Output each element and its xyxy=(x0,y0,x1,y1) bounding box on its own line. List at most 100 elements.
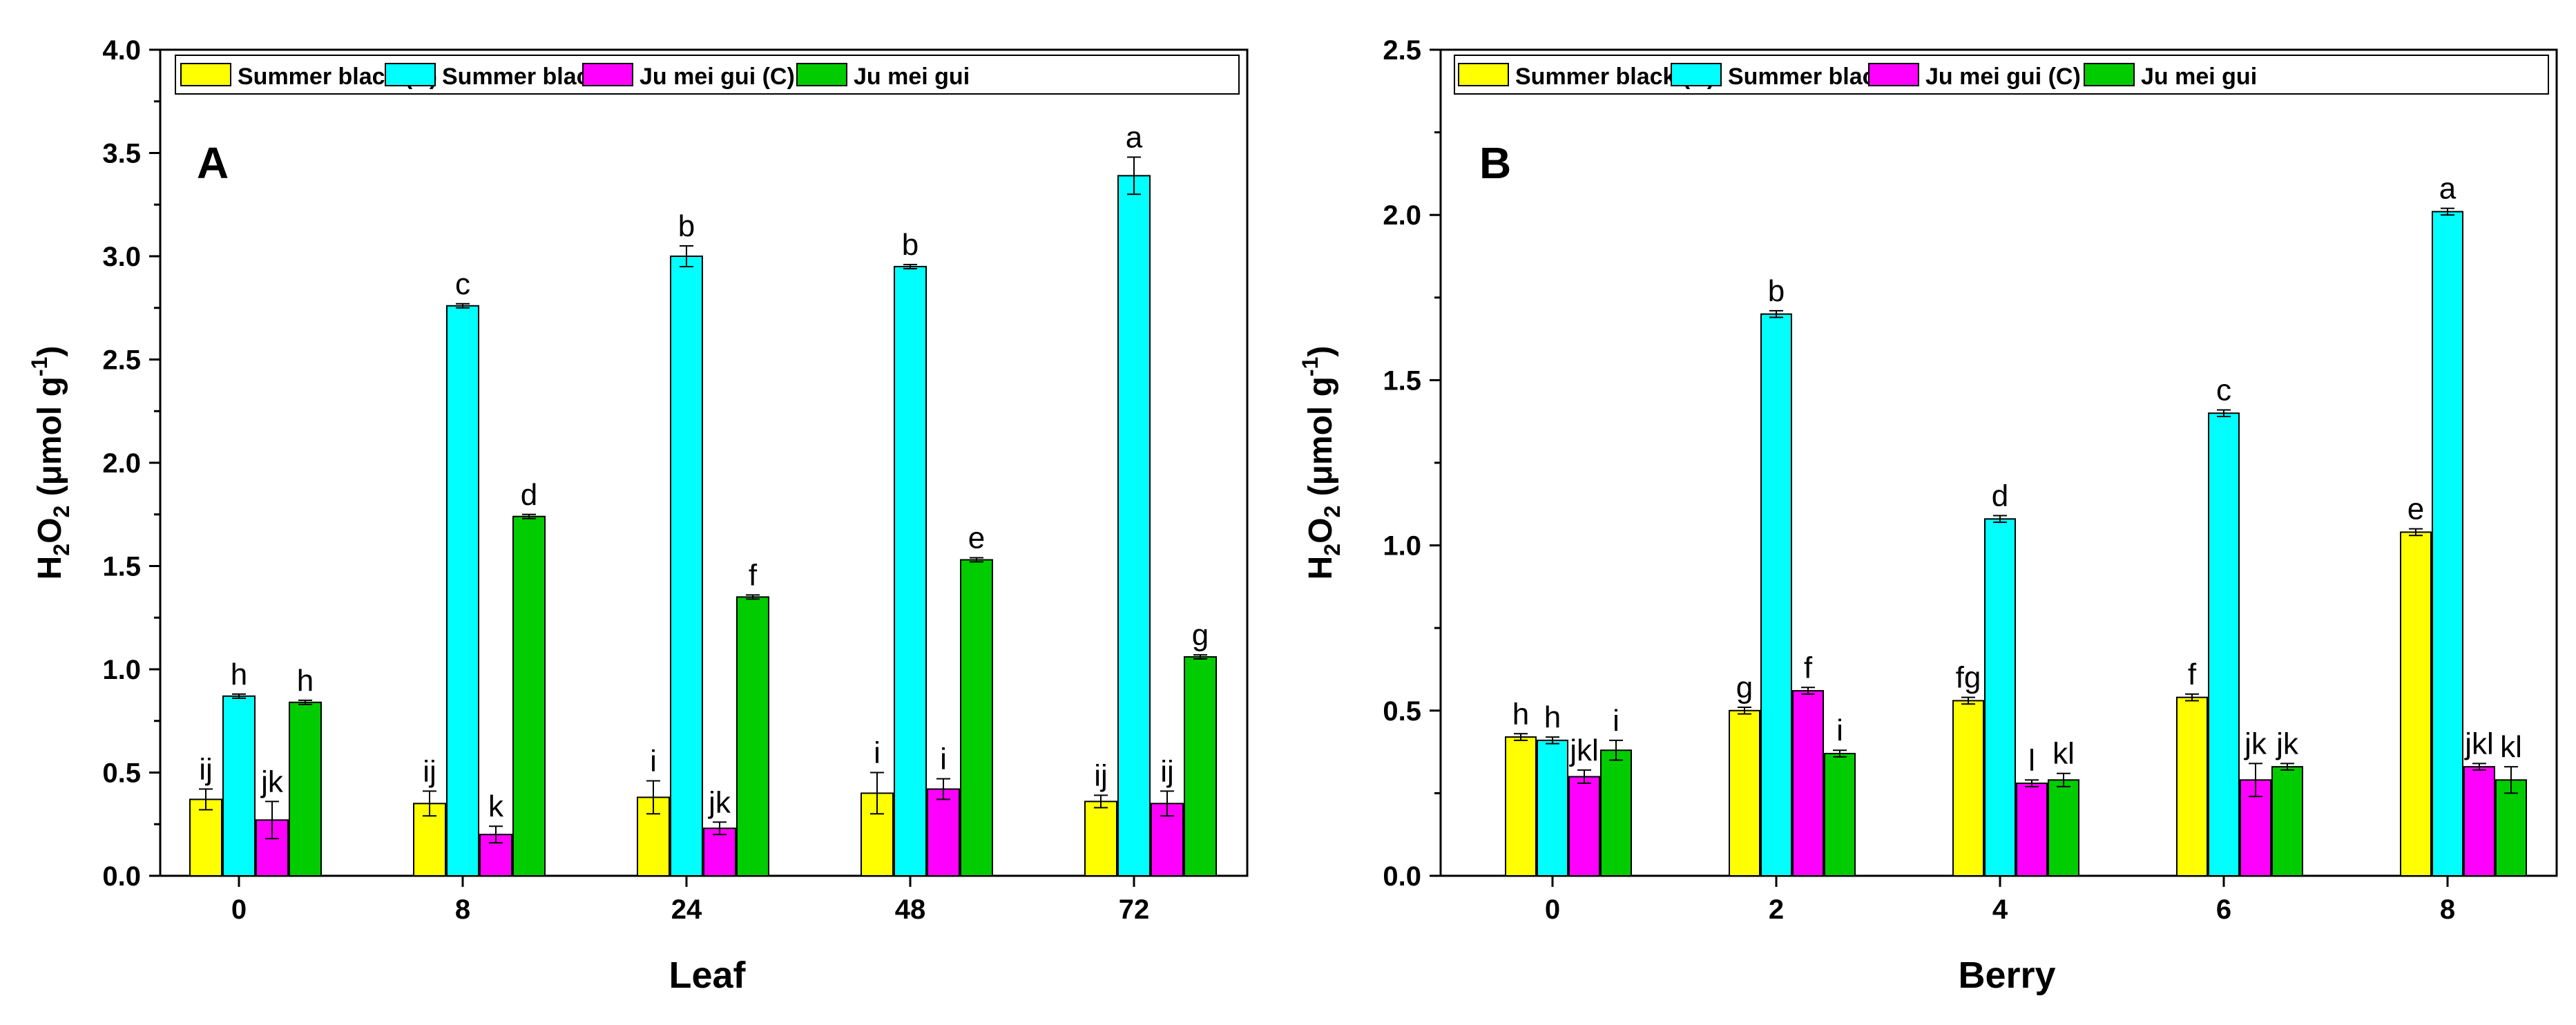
bar xyxy=(2400,531,2432,876)
bar xyxy=(736,596,769,876)
significance-letter: e xyxy=(2407,492,2424,526)
y-tick-label: 0.0 xyxy=(1383,861,1421,892)
bar xyxy=(2495,779,2527,877)
y-tick-label: 2.5 xyxy=(1383,35,1421,66)
significance-letter: c xyxy=(2216,373,2231,407)
x-tick-label: 0 xyxy=(231,894,247,925)
bar xyxy=(1084,801,1117,876)
legend-label: Summer black xyxy=(442,64,603,90)
significance-letter: jk xyxy=(707,785,731,819)
significance-letter: a xyxy=(2439,172,2457,206)
y-axis-label-part: O xyxy=(32,518,68,544)
legend-label: Ju mei gui xyxy=(2141,64,2257,90)
significance-letter: f xyxy=(1804,651,1813,684)
bar xyxy=(1117,175,1151,876)
significance-letter: ij xyxy=(1094,758,1108,792)
bar xyxy=(1505,736,1537,877)
y-tick-label: 1.5 xyxy=(1383,365,1421,396)
y-tick-label: 0.5 xyxy=(1383,696,1421,727)
x-tick-label: 0 xyxy=(1545,894,1560,925)
significance-letter: i xyxy=(874,736,881,770)
x-tick-label: 6 xyxy=(2216,894,2231,925)
legend-swatch xyxy=(1868,63,1919,86)
y-axis-label-part: ) xyxy=(1303,346,1339,357)
bar xyxy=(446,305,479,876)
significance-letter: d xyxy=(1992,479,2008,513)
x-axis: 0 8 24 48 72 xyxy=(231,876,1149,925)
plot-frame xyxy=(159,48,1249,877)
bar xyxy=(1824,752,1856,876)
y-axis-label-part: H xyxy=(1303,556,1339,580)
legend-label: Ju mei gui (C) xyxy=(1925,64,2081,90)
significance-letter: g xyxy=(1736,671,1753,705)
y-tick-label: 2.0 xyxy=(102,448,141,479)
bar xyxy=(222,695,256,876)
legend-swatch xyxy=(180,63,231,86)
legend-swatch xyxy=(385,63,436,86)
y-axis-label-part: 2 xyxy=(1320,544,1345,556)
y-axis: 0.0 0.5 1.0 1.5 2.0 2.5 3.0 3.5 4.0 xyxy=(102,35,160,892)
significance-letter: jk xyxy=(2243,727,2267,760)
significance-letter: fg xyxy=(1956,661,1981,695)
x-tick-label: 4 xyxy=(1992,894,2008,925)
significance-letter: ij xyxy=(423,754,436,788)
y-tick-label: 2.5 xyxy=(102,345,141,376)
bar xyxy=(2208,412,2240,876)
y-tick-label: 1.5 xyxy=(102,552,141,582)
legend-swatch xyxy=(1458,63,1509,86)
significance-letter: h xyxy=(297,664,314,698)
y-axis-label-part: (μmol g xyxy=(32,376,68,506)
bar xyxy=(2048,779,2079,877)
panel-label: A xyxy=(197,138,229,188)
significance-letter: a xyxy=(1126,120,1143,154)
legend-swatch xyxy=(2084,63,2135,86)
significance-letter: d xyxy=(521,478,537,512)
bar xyxy=(1184,656,1217,876)
significance-letter: b xyxy=(1768,274,1785,308)
bar xyxy=(2432,211,2463,876)
panel-label: B xyxy=(1479,138,1511,188)
significance-letter: jk xyxy=(2275,727,2299,760)
legend-swatch xyxy=(796,63,847,86)
bar xyxy=(960,559,993,877)
legend: Summer black (C) Summer black Ju mei gui (… xyxy=(175,55,1240,95)
y-tick-label: 2.0 xyxy=(1383,200,1421,231)
bar xyxy=(1729,709,1760,877)
x-tick-label: 2 xyxy=(1769,894,1784,925)
bar xyxy=(1760,313,1792,877)
significance-letter: e xyxy=(968,521,985,555)
bar xyxy=(1600,749,1632,877)
y-axis: 0.0 0.5 1.0 1.5 2.0 2.5 xyxy=(1383,35,1441,892)
y-tick-label: 1.0 xyxy=(1383,531,1421,562)
legend-label: Ju mei gui xyxy=(854,64,970,90)
significance-letter: c xyxy=(455,267,470,301)
y-axis-label-part: -1 xyxy=(27,357,52,376)
bar xyxy=(1568,776,1600,876)
x-tick-label: 72 xyxy=(1119,894,1150,925)
x-tick-label: 8 xyxy=(455,894,470,925)
bar xyxy=(512,515,546,876)
bars: ij ij i i ij h c b b a jk k jk i ij h d f e g xyxy=(189,120,1217,877)
significance-letter: ij xyxy=(199,752,213,786)
y-axis-label-part: ) xyxy=(32,346,68,357)
legend-swatch xyxy=(1671,63,1722,86)
bar xyxy=(2016,783,2048,876)
legend-label: Summer black xyxy=(1728,64,1889,90)
bar xyxy=(1537,739,1568,876)
x-axis-label: Berry xyxy=(1958,955,2055,996)
significance-letter: g xyxy=(1192,618,1209,652)
x-axis: 0 2 4 6 8 xyxy=(1545,876,2455,925)
bar xyxy=(927,788,960,877)
bar xyxy=(894,265,927,876)
y-tick-label: 0.0 xyxy=(102,861,141,892)
y-tick-label: 1.0 xyxy=(102,655,141,685)
y-axis-label-part: -1 xyxy=(1298,357,1323,376)
y-axis-label-part: (μmol g xyxy=(1303,376,1339,506)
legend-box xyxy=(175,55,1240,95)
y-axis-label: H2O2 (μmol g-1) xyxy=(1298,346,1345,580)
bar xyxy=(2271,766,2303,877)
y-tick-label: 4.0 xyxy=(102,35,141,66)
